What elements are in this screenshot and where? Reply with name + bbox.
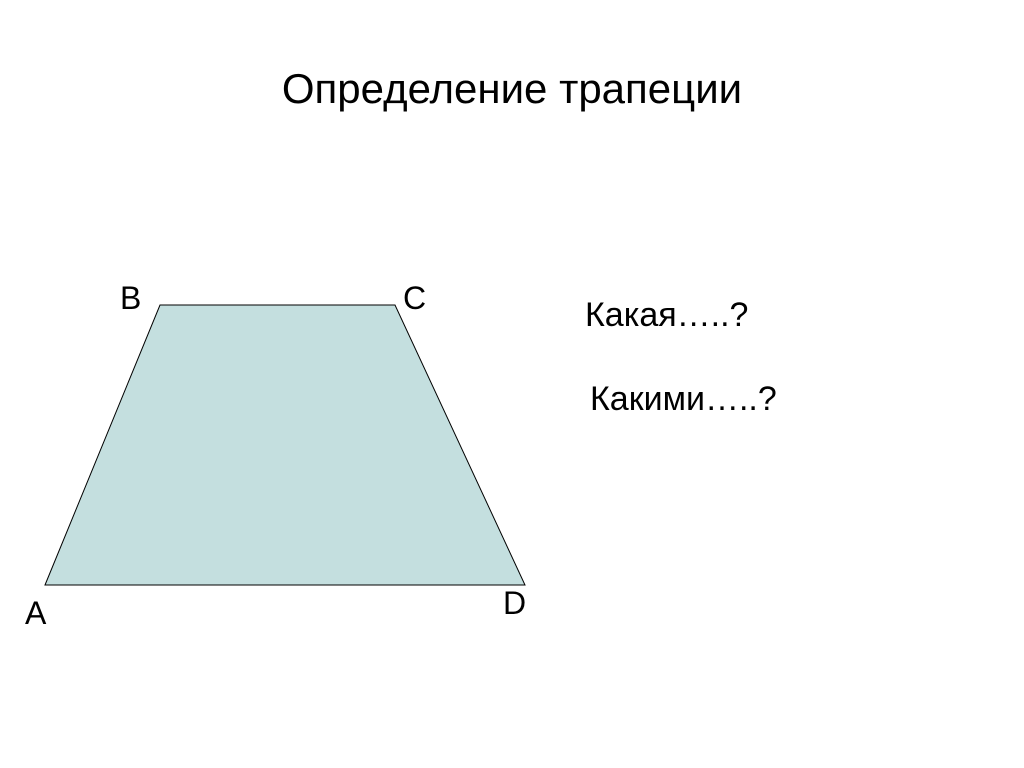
page-title: Определение трапеции [0,65,1024,113]
vertex-label-c: C [403,280,426,317]
question-1: Какая…..? [585,296,748,335]
trapezoid-diagram: A B C D [25,275,555,620]
trapezoid-svg [25,275,555,620]
vertex-label-d: D [503,585,526,622]
trapezoid-shape [45,305,525,585]
vertex-label-b: B [120,280,141,317]
vertex-label-a: A [25,595,46,632]
question-2: Какими…..? [590,380,777,419]
